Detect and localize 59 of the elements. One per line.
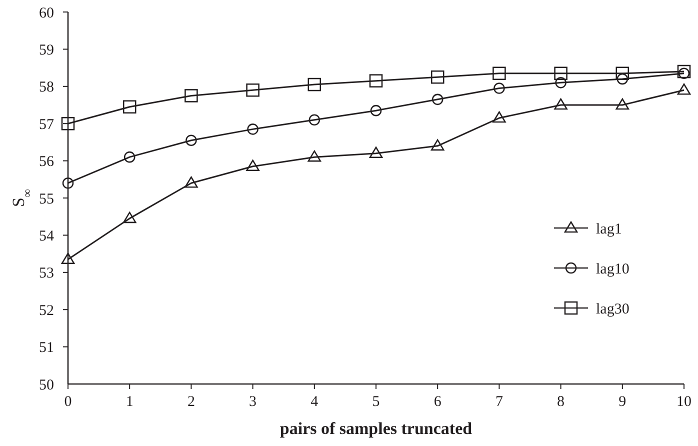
point <box>555 77 566 88</box>
point <box>369 146 383 158</box>
point <box>616 66 630 80</box>
point <box>124 151 136 163</box>
point <box>430 139 444 151</box>
point <box>184 176 198 188</box>
point <box>61 252 75 264</box>
y-tick-label: 58 <box>39 80 54 96</box>
x-tick-label: 5 <box>372 394 380 410</box>
point <box>308 78 322 92</box>
point <box>122 212 136 224</box>
y-tick-label: 55 <box>39 191 54 208</box>
point <box>308 150 322 162</box>
y-tick-label: 50 <box>39 377 54 394</box>
point <box>247 124 258 135</box>
y-tick-label: 60 <box>39 5 54 22</box>
y-tick-label: 59 <box>39 42 54 58</box>
point <box>494 82 505 94</box>
point <box>616 73 628 85</box>
x-tick-label: 8 <box>557 394 565 410</box>
point <box>616 98 630 110</box>
point <box>492 66 506 80</box>
y-tick-label: 51 <box>39 340 54 356</box>
point <box>677 64 691 78</box>
x-tick-label: 9 <box>618 394 626 410</box>
point <box>186 134 197 146</box>
point <box>62 177 74 189</box>
point <box>370 104 382 116</box>
point <box>122 100 136 114</box>
point <box>246 160 260 172</box>
x-tick-label: 7 <box>495 394 504 410</box>
y-tick-label: 56 <box>39 154 54 170</box>
x-axis-title: pairs of samples truncated <box>280 419 473 438</box>
point <box>554 66 568 80</box>
point <box>432 94 444 106</box>
x-tick-label: 3 <box>249 394 257 410</box>
point <box>678 68 690 80</box>
y-tick-label: 53 <box>39 266 54 282</box>
y-tick-label: 57 <box>39 116 54 133</box>
y-tick-label: 52 <box>39 302 54 319</box>
x-tick-label: 6 <box>434 394 442 410</box>
point <box>430 70 444 84</box>
point <box>677 83 691 95</box>
x-tick-label: 0 <box>64 394 72 410</box>
legend-label: lag30 <box>596 301 630 318</box>
point <box>61 116 75 130</box>
x-tick-label: 1 <box>126 394 134 410</box>
point <box>369 74 383 88</box>
point <box>492 111 506 123</box>
point <box>184 89 198 102</box>
point <box>246 83 260 97</box>
point <box>308 114 320 126</box>
x-tick-label: 4 <box>310 394 319 410</box>
legend-label: lag10 <box>596 261 630 278</box>
x-tick-label: 2 <box>187 394 195 410</box>
point <box>554 98 568 110</box>
y-tick-label: 54 <box>39 228 54 244</box>
legend-label: lag1 <box>596 221 622 238</box>
x-tick-label: 10 <box>676 394 692 410</box>
